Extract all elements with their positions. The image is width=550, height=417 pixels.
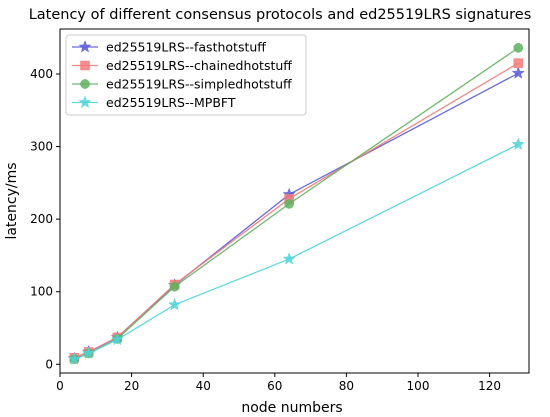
legend-entry: ed25519LRS--fasthotstuff xyxy=(72,40,266,55)
x-tick-label: 0 xyxy=(56,379,64,393)
y-tick-label: 300 xyxy=(30,140,53,154)
data-point xyxy=(67,352,81,365)
x-tick-label: 100 xyxy=(407,379,430,393)
legend: ed25519LRS--fasthotstuff ed25519LRS--chai… xyxy=(65,34,307,116)
data-point xyxy=(284,199,294,209)
x-tick-label: 60 xyxy=(267,379,282,393)
legend-entry: ed25519LRS--chainedhotstuff xyxy=(72,58,292,73)
data-point xyxy=(511,137,525,150)
x-tick-label: 40 xyxy=(196,379,211,393)
legend-marker xyxy=(78,40,92,53)
x-axis: 0 20 40 60 80 100 120 xyxy=(56,373,501,393)
data-point xyxy=(82,346,96,359)
x-tick-label: 120 xyxy=(478,379,501,393)
legend-label: ed25519LRS--simpledhotstuff xyxy=(106,77,292,92)
legend-label: ed25519LRS--chainedhotstuff xyxy=(106,58,292,73)
data-point xyxy=(167,297,182,311)
legend-box xyxy=(65,34,307,116)
data-point xyxy=(282,252,296,265)
y-tick-label: 0 xyxy=(45,357,53,371)
y-axis: 0 100 200 300 400 xyxy=(30,67,60,371)
x-tick-label: 80 xyxy=(339,379,354,393)
legend-marker xyxy=(80,79,90,89)
data-point xyxy=(110,332,124,346)
x-axis-label: node numbers xyxy=(241,400,342,416)
legend-marker xyxy=(78,95,92,109)
y-tick-label: 200 xyxy=(30,212,53,226)
legend-label: ed25519LRS--MPBFT xyxy=(106,95,236,110)
series-3 xyxy=(67,137,525,365)
x-tick-label: 20 xyxy=(124,379,139,393)
y-tick-label: 400 xyxy=(30,67,53,81)
data-point xyxy=(513,58,524,68)
legend-entry: ed25519LRS--MPBFT xyxy=(72,95,236,110)
data-point xyxy=(169,281,180,292)
series-layer xyxy=(67,43,525,365)
chart-title: Latency of different consensus protocols… xyxy=(29,7,532,23)
legend-entry: ed25519LRS--simpledhotstuff xyxy=(72,77,292,92)
data-point xyxy=(511,66,525,79)
data-point xyxy=(513,43,524,53)
y-axis-label: latency/ms xyxy=(4,162,20,239)
legend-marker xyxy=(80,60,90,71)
legend-label: ed25519LRS--fasthotstuff xyxy=(106,40,266,55)
y-tick-label: 100 xyxy=(30,285,53,299)
